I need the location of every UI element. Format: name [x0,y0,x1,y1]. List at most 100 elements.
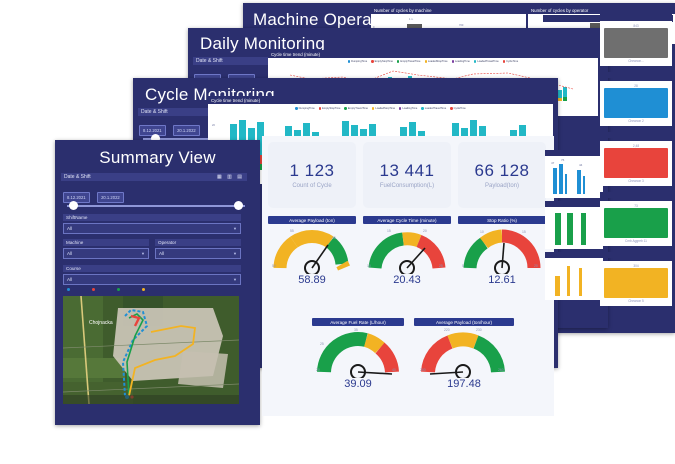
daily-monitoring-title: Daily Monitoring [200,34,326,53]
legend-item: EmptyTravelTime [344,107,368,110]
slider-knob-left[interactable] [151,134,160,143]
gauge-value: 12.61 [488,274,516,286]
kpi-label: Payload(ton) [484,183,520,189]
color-card-green[interactable]: 73 Cmb Aggreb 11 [600,192,672,246]
legend-item: LoadedTravelTime [473,60,499,63]
legend-item: EmptyStopTime [371,60,393,63]
card-label: Cheanon 3 [628,179,644,183]
summary-date-to[interactable]: 20.1.2022 [97,192,124,203]
cycles-by-machine-title: Number of cycles by machine [371,6,526,14]
gauge-tick-midleft: 25 [320,342,324,346]
date-shift-text: Date & Shift [64,174,91,180]
gauge-title: Average Cycle Time (minute) [363,216,451,224]
operator-filter-label: Operator [155,239,241,246]
summary-date-slider[interactable] [67,201,245,211]
svg-text:Chojnacka: Chojnacka [89,320,113,326]
gauge-tick-max: 260 [498,368,504,372]
gauge-tick-midright: 20 [423,229,427,233]
y-axis-max: 20 [212,124,215,127]
card-color-block [604,208,668,238]
gauge-tick-midleft: 15 [387,229,391,233]
gauge-average-payload-per-hour[interactable]: Average Payload (ton/hour) 200 220 230 2… [414,318,514,390]
gauge-tick-min: 10 [367,264,371,268]
chevron-down-icon: ▼ [141,251,145,256]
legend-dot-red [92,288,95,291]
mini-bar-chart-blue: 47 76 44 [545,156,603,198]
color-card-red[interactable]: 2,48 Cheanon 3 [600,132,672,186]
site-map[interactable]: Chojnacka [63,296,239,404]
kpi-value: 13 441 [379,161,435,180]
cycle-date-to[interactable]: 20.1.2022 [173,125,200,136]
kpi-card-fuel-consumption[interactable]: 13 441 FuelConsumption(L) [363,142,451,208]
mini-chart-band [545,201,603,207]
card-color-block [604,268,668,298]
gauge-average-cycle-time[interactable]: Average Cycle Time (minute) 10 15 20 25 … [363,216,451,286]
legend-dot-green [117,288,120,291]
filter-icons[interactable]: ▦ ▥ ▤ [217,174,244,180]
legend-dot-orange [142,288,145,291]
gauge-average-fuel-rate[interactable]: Average Fuel Rate (L/hour) 20 25 35 40 3… [312,318,404,390]
kpi-gauge-panel: 1 123 Count of Cycle 13 441 FuelConsumpt… [262,136,554,416]
card-band [600,72,672,78]
shift-filter-select[interactable]: All ▼ [63,223,241,234]
cycle-trend-legend: DumpingTime EmptyStopTime EmptyTravelTim… [208,107,553,110]
kpi-value: 1 123 [289,161,335,180]
operator-filter-value: All [159,251,165,256]
gauge-value: 39.09 [344,378,372,390]
kpi-label: Count of Cycle [292,183,332,189]
course-filter-select[interactable]: All ▼ [63,274,241,285]
legend-item: CycleTime [502,60,518,63]
card-label: Cmb Aggreb 11 [625,239,647,243]
gauge-dial [463,229,541,276]
color-card-stack: 843 Cheanon... 28 Cheanon 2 2,48 Cheanon… [600,12,672,306]
card-value: 73 [634,204,638,208]
chevron-down-icon: ▼ [233,251,237,256]
gauge-tick-min: 200 [420,368,426,372]
gauge-average-payload-ton[interactable]: Average Payload (ton) 50 55 65 58.89 [268,216,356,286]
legend-dot-blue [67,288,70,291]
svg-text:44: 44 [579,163,583,167]
summary-view-title: Summary View [99,148,216,167]
mini-bar-chart-orange [545,258,603,300]
gauge-title: Average Fuel Rate (L/hour) [312,318,404,326]
window-summary-view[interactable]: Summary View Date & Shift ▦ ▥ ▤ 8.12.202… [55,140,260,425]
right-mini-chart-column: 47 76 44 [545,150,603,300]
machine-filter-label: Machine [63,239,149,246]
color-card-row[interactable] [543,15,673,22]
color-card-blue[interactable]: 28 Cheanon 2 [600,72,672,126]
card-value: 2,48 [632,144,640,148]
slider-knob-left[interactable] [69,201,78,210]
color-card-column [543,15,673,24]
gauge-tick-midleft: 10 [480,230,484,234]
gauge-title: Average Payload (ton/hour) [414,318,514,326]
color-card-orange[interactable]: 304 Cheanon 5 [600,252,672,306]
cycles-by-operator-title: Number of cycles by operator [528,6,675,14]
cycle-trend-title: Cycle time trend (minute) [208,96,553,104]
machine-filter-select[interactable]: All ▼ [63,248,149,259]
kpi-card-payload[interactable]: 66 128 Payload(ton) [458,142,546,208]
gauge-tick-midleft: 55 [290,229,294,233]
bar-value-label: 700 [459,24,464,27]
daily-cycle-trend-title: Cycle time trend (minute) [268,50,598,58]
legend-item: EmptyStopTime [318,107,340,110]
operator-filter-select[interactable]: All ▼ [155,248,241,259]
slider-knob-right[interactable] [234,201,243,210]
card-value: 304 [633,264,639,268]
gauge-tick-midright: 65 [332,236,336,240]
kpi-card-count-of-cycle[interactable]: 1 123 Count of Cycle [268,142,356,208]
gauge-tick-midright: 15 [522,230,526,234]
gauge-stop-ratio[interactable]: Stop Ratio (%) 5 10 15 20 12.61 [458,216,546,286]
cycle-date-shift-label: Date & Shift [138,108,239,116]
bar-value-label: 1 n. [409,18,414,21]
chevron-down-icon: ▼ [233,277,237,282]
legend-item: LoadingTime [399,107,417,110]
mini-chart-band [545,252,603,258]
color-card-gray[interactable]: 843 Cheanon... [600,12,672,66]
course-filter-label: Course [63,265,241,272]
legend-item: EmptyTravelTime [396,60,421,63]
gauge-value: 58.89 [298,274,326,286]
card-color-block [604,28,668,58]
kpi-label: FuelConsumption(L) [379,183,435,189]
card-value: 28 [634,84,638,88]
legend-item: LoadedTravelTime [421,107,446,110]
